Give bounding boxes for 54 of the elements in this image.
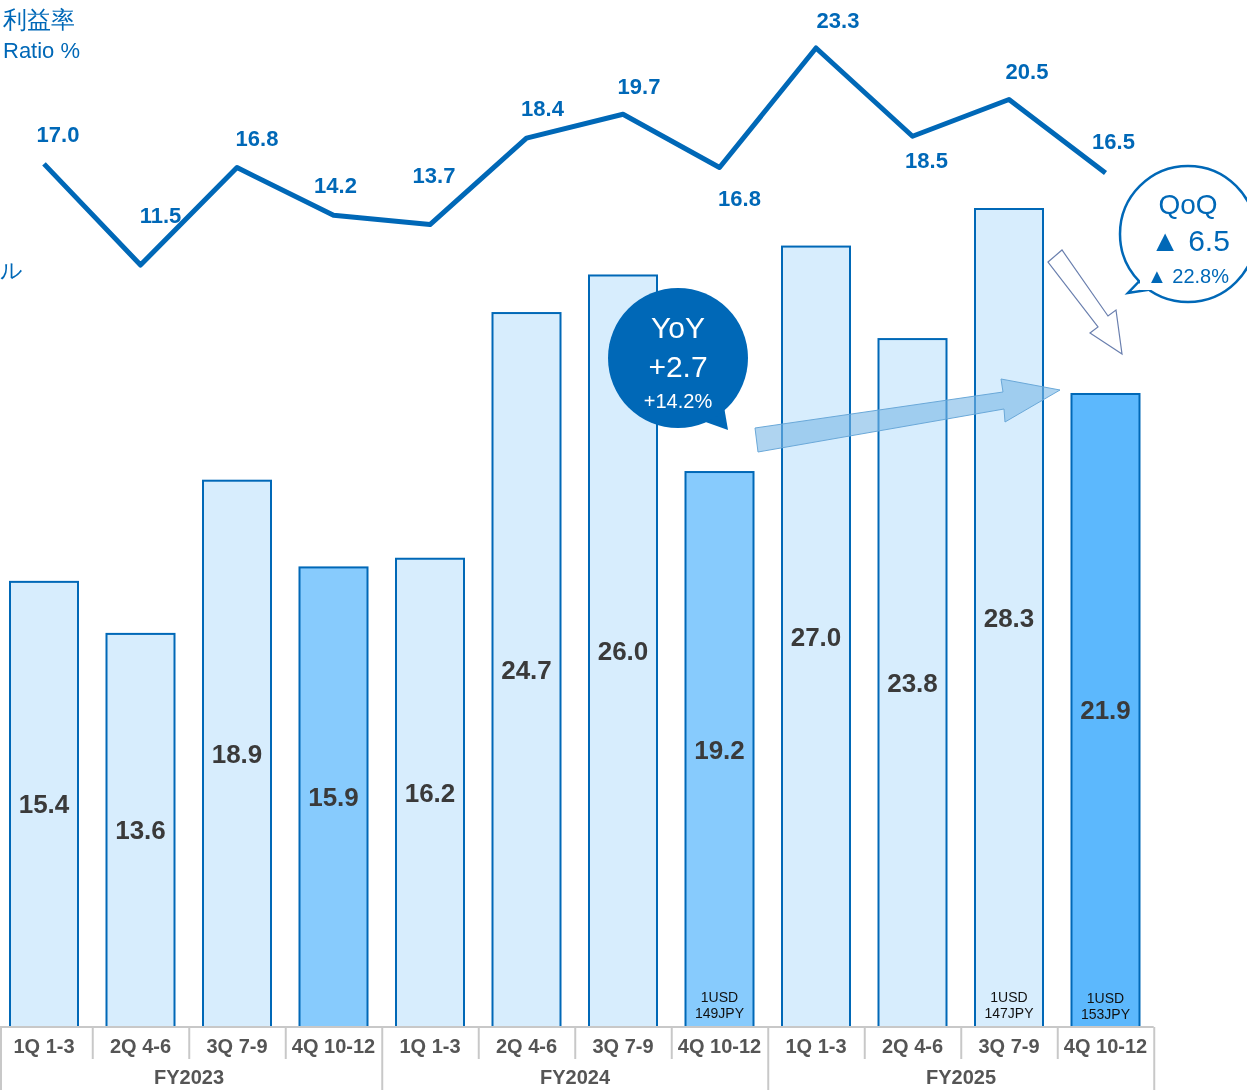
data-label: 21.9 <box>1080 695 1131 726</box>
annotation: 147JPY <box>984 1005 1034 1021</box>
data-label: 16.8 <box>235 125 279 151</box>
data-label: 15.4 <box>18 789 70 820</box>
data-label: 20.5 <box>1005 59 1049 85</box>
data-label: 18.4 <box>521 96 565 122</box>
data-label: 16.8 <box>718 185 761 211</box>
data-label: 15.9 <box>308 782 359 813</box>
x-tick-label: 4Q 10-12 <box>677 1035 762 1057</box>
annotation: FY2023 <box>153 1066 225 1088</box>
x-tick-label: 2Q 4-6 <box>495 1035 558 1057</box>
data-label: 27.0 <box>790 621 842 652</box>
annotation: 149JPY <box>695 1005 744 1021</box>
x-tick-label: 1Q 1-3 <box>399 1035 461 1057</box>
x-tick-label: 3Q 7-9 <box>592 1035 654 1057</box>
data-label: 16.5 <box>1092 129 1135 155</box>
data-label: 19.7 <box>617 74 661 100</box>
data-label: 24.7 <box>501 655 552 686</box>
data-label: 23.3 <box>816 8 860 33</box>
annotation: +14.2% <box>643 390 713 412</box>
data-label: 16.2 <box>404 777 456 808</box>
annotation: 1USD <box>990 989 1028 1005</box>
x-tick-label: 3Q 7-9 <box>978 1035 1040 1057</box>
annotation: FY2024 <box>539 1066 611 1088</box>
annotation: YoY <box>651 311 705 344</box>
x-tick-label: 2Q 4-6 <box>881 1035 944 1057</box>
annotation: ▲ 22.8% <box>1146 265 1230 287</box>
data-label: 17.0 <box>36 121 80 147</box>
data-label: 18.5 <box>905 148 948 174</box>
x-tick-label: 4Q 10-12 <box>291 1035 376 1057</box>
data-label: 19.2 <box>694 734 745 765</box>
annotation: QoQ <box>1158 189 1218 220</box>
annotation: FY2025 <box>925 1066 997 1088</box>
annotation: 1USD <box>700 989 739 1005</box>
data-label: 11.5 <box>139 203 182 228</box>
data-label: 13.7 <box>412 162 456 188</box>
x-tick-label: 1Q 1-3 <box>785 1035 847 1057</box>
data-label: 23.8 <box>887 668 938 699</box>
annotation: 153JPY <box>1081 1006 1130 1022</box>
data-label: 26.0 <box>597 636 649 667</box>
annotation: 利益率 <box>3 6 75 33</box>
x-tick-label: 4Q 10-12 <box>1063 1035 1148 1057</box>
annotation: 1USD <box>1086 990 1125 1006</box>
x-tick-label: 2Q 4-6 <box>109 1035 172 1057</box>
annotation: ル <box>0 258 23 283</box>
x-tick-label: 3Q 7-9 <box>206 1035 268 1057</box>
annotation: Ratio % <box>3 38 81 63</box>
x-tick-label: 1Q 1-3 <box>13 1035 75 1057</box>
data-label: 18.9 <box>211 738 263 769</box>
data-label: 28.3 <box>983 603 1035 633</box>
annotation: ▲ 6.5 <box>1150 224 1230 257</box>
data-label: 14.2 <box>314 173 357 199</box>
data-label: 13.6 <box>115 815 166 846</box>
annotation: +2.7 <box>648 350 708 383</box>
